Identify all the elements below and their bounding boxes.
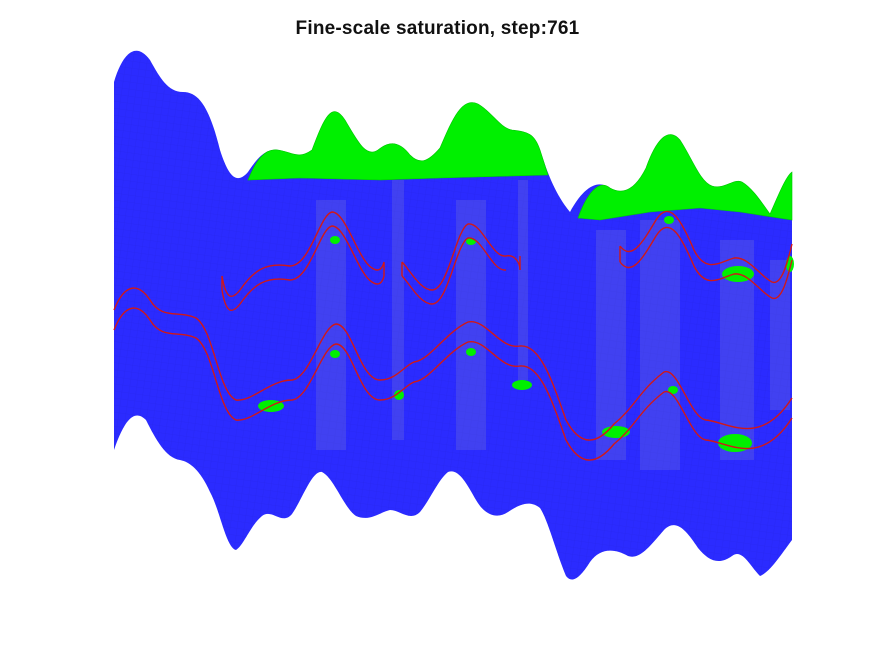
saturation-streak-6 [640,220,680,470]
saturated-patch-11 [718,434,752,452]
saturated-patch-1 [330,236,340,244]
saturated-patch-3 [330,350,340,358]
fracture-line-7 [619,210,793,283]
saturated-patch-9 [664,216,674,224]
fracture-line-4 [221,225,385,311]
saturated-patch-4 [466,348,476,356]
mesh-overlay [114,50,792,580]
saturation-streak-4 [518,180,528,380]
fracture-line-5 [401,223,521,291]
fracture-line-2 [113,307,793,461]
saturation-streak-8 [770,260,790,410]
saturated-patch-12 [668,386,678,394]
saturation-streak-1 [316,200,346,450]
saturated-band-right [577,134,793,221]
saturated-patch-6 [394,390,404,400]
fracture-line-1 [113,287,793,441]
saturation-streak-3 [392,180,404,440]
saturated-patch-7 [512,380,532,390]
fracture-line-6 [401,237,507,305]
saturation-streak-5 [596,230,626,460]
fracture-line-3 [221,211,385,297]
chart-title: Fine-scale saturation, step:761 [295,18,580,39]
fracture-line-8 [619,226,793,299]
saturated-band-left [247,102,549,181]
